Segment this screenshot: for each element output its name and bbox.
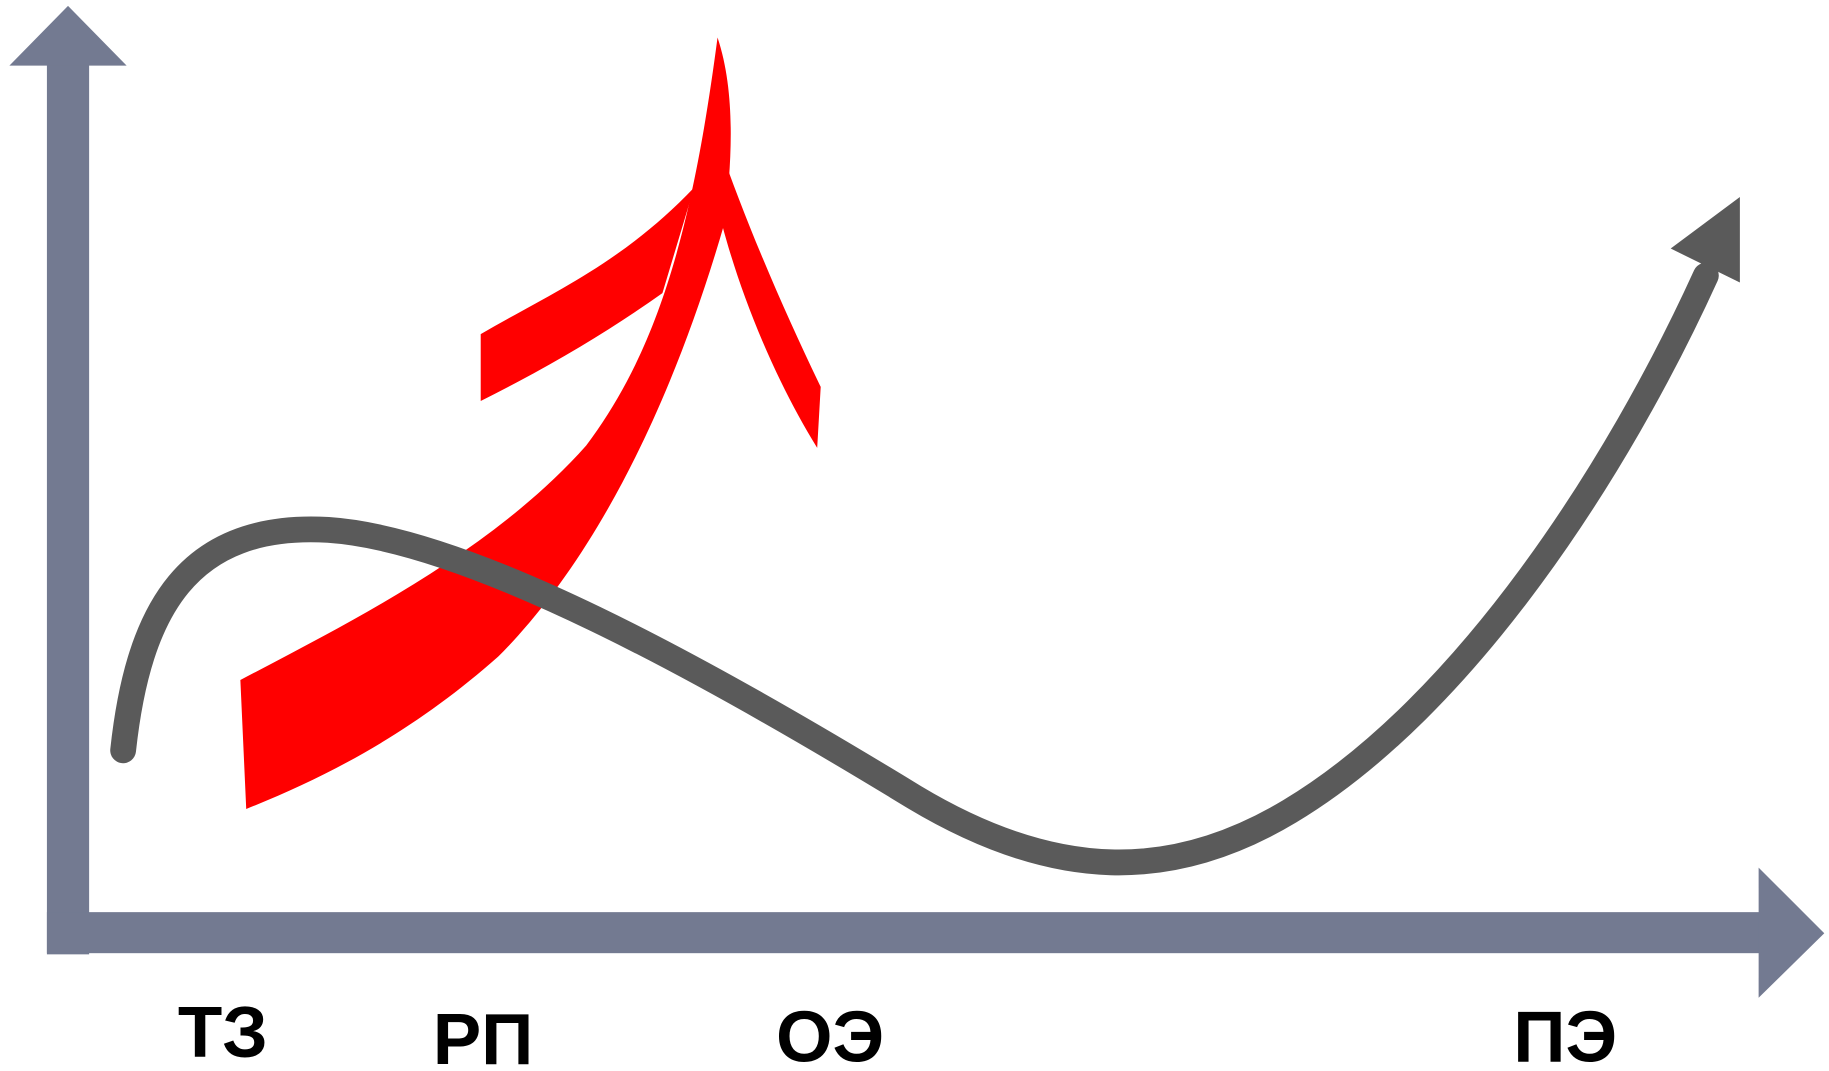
- red-arrow-left-barb: [480, 187, 695, 401]
- y-axis-arrowhead: [9, 5, 127, 66]
- red-arrow-right-barb: [717, 140, 821, 448]
- x-axis: [46, 912, 1761, 954]
- label: ОЭ: [776, 996, 884, 1071]
- gray-curve-arrowhead: [1670, 196, 1740, 283]
- red-arrow-main: [240, 37, 731, 809]
- label: ПЭ: [1513, 996, 1617, 1071]
- gray-curve: [110, 262, 1719, 876]
- label: ТЗ: [178, 992, 268, 1071]
- y-axis: [46, 60, 90, 955]
- x-axis-arrowhead: [1758, 867, 1825, 998]
- label: РП: [433, 999, 534, 1071]
